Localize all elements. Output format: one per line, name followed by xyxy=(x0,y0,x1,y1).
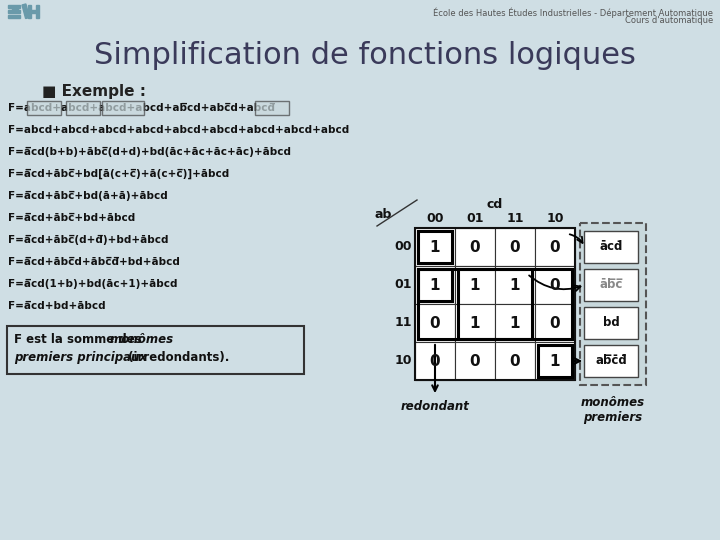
Text: 0: 0 xyxy=(430,315,441,330)
Bar xyxy=(28,10,38,13)
Bar xyxy=(535,266,575,304)
FancyBboxPatch shape xyxy=(584,307,638,339)
Text: 11: 11 xyxy=(395,316,412,329)
Text: 1: 1 xyxy=(469,278,480,293)
Bar xyxy=(455,304,495,342)
Text: 0: 0 xyxy=(510,240,521,254)
Bar xyxy=(418,269,572,339)
Text: 1: 1 xyxy=(430,278,440,293)
Text: 0: 0 xyxy=(430,354,441,368)
Bar xyxy=(36,5,39,18)
Text: F=ā̅cd+ābc̅d+ābc̅d̅+bd+ābcd: F=ā̅cd+ābc̅d+ābc̅d̅+bd+ābcd xyxy=(8,257,180,267)
Text: 01: 01 xyxy=(467,212,484,225)
Bar xyxy=(418,231,452,263)
Bar xyxy=(458,269,532,339)
FancyBboxPatch shape xyxy=(584,269,638,301)
Text: 11: 11 xyxy=(506,212,523,225)
Text: 1: 1 xyxy=(510,315,521,330)
FancyBboxPatch shape xyxy=(102,101,144,115)
FancyBboxPatch shape xyxy=(27,101,61,115)
Bar xyxy=(535,228,575,266)
Text: 1: 1 xyxy=(430,240,440,254)
Text: F=ā̅cd+bd+ābcd: F=ā̅cd+bd+ābcd xyxy=(8,301,106,311)
Text: 00: 00 xyxy=(395,240,412,253)
Bar xyxy=(415,266,455,304)
Bar xyxy=(495,228,535,266)
Text: premiers principaux: premiers principaux xyxy=(14,351,147,364)
Bar xyxy=(415,304,455,342)
Text: 0: 0 xyxy=(549,315,560,330)
Bar xyxy=(495,266,535,304)
Text: 0: 0 xyxy=(510,354,521,368)
Text: 1: 1 xyxy=(469,315,480,330)
Bar xyxy=(535,304,575,342)
Text: ācd̄: ācd̄ xyxy=(599,240,623,253)
Text: F=abcd+abcd+abcd+abcd+ab̅cd+abc̅d+abcd̅: F=abcd+abcd+abcd+abcd+ab̅cd+abc̅d+abcd̅ xyxy=(8,103,275,113)
Bar xyxy=(538,345,572,377)
Text: 10: 10 xyxy=(395,354,412,368)
Bar xyxy=(495,304,535,342)
FancyBboxPatch shape xyxy=(66,101,100,115)
FancyBboxPatch shape xyxy=(580,223,646,385)
Text: 0: 0 xyxy=(469,354,480,368)
Bar xyxy=(535,342,575,380)
Text: (irredondants).: (irredondants). xyxy=(124,351,230,364)
FancyBboxPatch shape xyxy=(584,231,638,263)
Bar xyxy=(415,228,575,380)
Text: F est la somme des: F est la somme des xyxy=(14,333,146,346)
Text: 00: 00 xyxy=(426,212,444,225)
Text: ab̅c̄d̄: ab̅c̄d̄ xyxy=(595,354,627,368)
Text: monômes: monômes xyxy=(110,333,174,346)
Text: F=ā̅cd+ābc̅+bd+ābcd: F=ā̅cd+ābc̅+bd+ābcd xyxy=(8,213,135,223)
Text: bd: bd xyxy=(603,316,619,329)
Text: 01: 01 xyxy=(395,279,412,292)
Text: redondant: redondant xyxy=(400,400,469,413)
Text: 0: 0 xyxy=(469,240,480,254)
Text: F=ā̅cd(1+b)+bd(āc+1)+ābcd: F=ā̅cd(1+b)+bd(āc+1)+ābcd xyxy=(8,279,178,289)
Bar xyxy=(8,15,20,18)
Bar xyxy=(455,342,495,380)
Text: Simplification de fonctions logiques: Simplification de fonctions logiques xyxy=(94,40,636,70)
Bar xyxy=(455,228,495,266)
Bar xyxy=(455,266,495,304)
Text: 1: 1 xyxy=(510,278,521,293)
Text: F=abcd+abcd+abcd+abcd+abcd+abcd+abcd+abcd+abcd: F=abcd+abcd+abcd+abcd+abcd+abcd+abcd+abc… xyxy=(8,125,349,135)
Text: āb̅c̅: āb̅c̅ xyxy=(599,279,623,292)
Text: F=ā̅cd(b+b)+ābc̅(d+d)+bd(āc+āc+āc+āc)+ābcd: F=ā̅cd(b+b)+ābc̅(d+d)+bd(āc+āc+āc+āc)+āb… xyxy=(8,147,291,157)
Bar xyxy=(418,269,452,301)
Text: 1: 1 xyxy=(550,354,560,368)
Text: F=ā̅cd+ābc̅+bd[ā(c+c̅)+ā(c+c̅)]+ābcd: F=ā̅cd+ābc̅+bd[ā(c+c̅)+ā(c+c̅)]+ābcd xyxy=(8,169,229,179)
Text: 10: 10 xyxy=(546,212,564,225)
Bar xyxy=(12,8,18,10)
Text: F=ā̅cd+ābc̅(d+d̅)+bd+ābcd: F=ā̅cd+ābc̅(d+d̅)+bd+ābcd xyxy=(8,235,168,245)
FancyBboxPatch shape xyxy=(7,326,304,374)
Text: Cours d'automatique: Cours d'automatique xyxy=(625,16,713,25)
Bar xyxy=(8,10,20,13)
FancyBboxPatch shape xyxy=(584,345,638,377)
Bar xyxy=(495,342,535,380)
Text: 0: 0 xyxy=(549,278,560,293)
Bar xyxy=(415,228,455,266)
Bar xyxy=(28,5,31,18)
Text: F=ā̅cd+ābc̅+bd(ā+ā)+ābcd: F=ā̅cd+ābc̅+bd(ā+ā)+ābcd xyxy=(8,191,168,201)
Bar xyxy=(8,5,20,8)
Text: ■ Exemple :: ■ Exemple : xyxy=(42,84,146,99)
FancyBboxPatch shape xyxy=(255,101,289,115)
Text: ab: ab xyxy=(374,207,392,220)
Text: 0: 0 xyxy=(549,240,560,254)
Text: monômes
premiers: monômes premiers xyxy=(581,396,645,424)
Text: École des Hautes Études Industrielles - Département Automatique: École des Hautes Études Industrielles - … xyxy=(433,8,713,18)
Bar xyxy=(415,342,455,380)
Text: cd: cd xyxy=(487,198,503,211)
Bar xyxy=(22,4,30,18)
